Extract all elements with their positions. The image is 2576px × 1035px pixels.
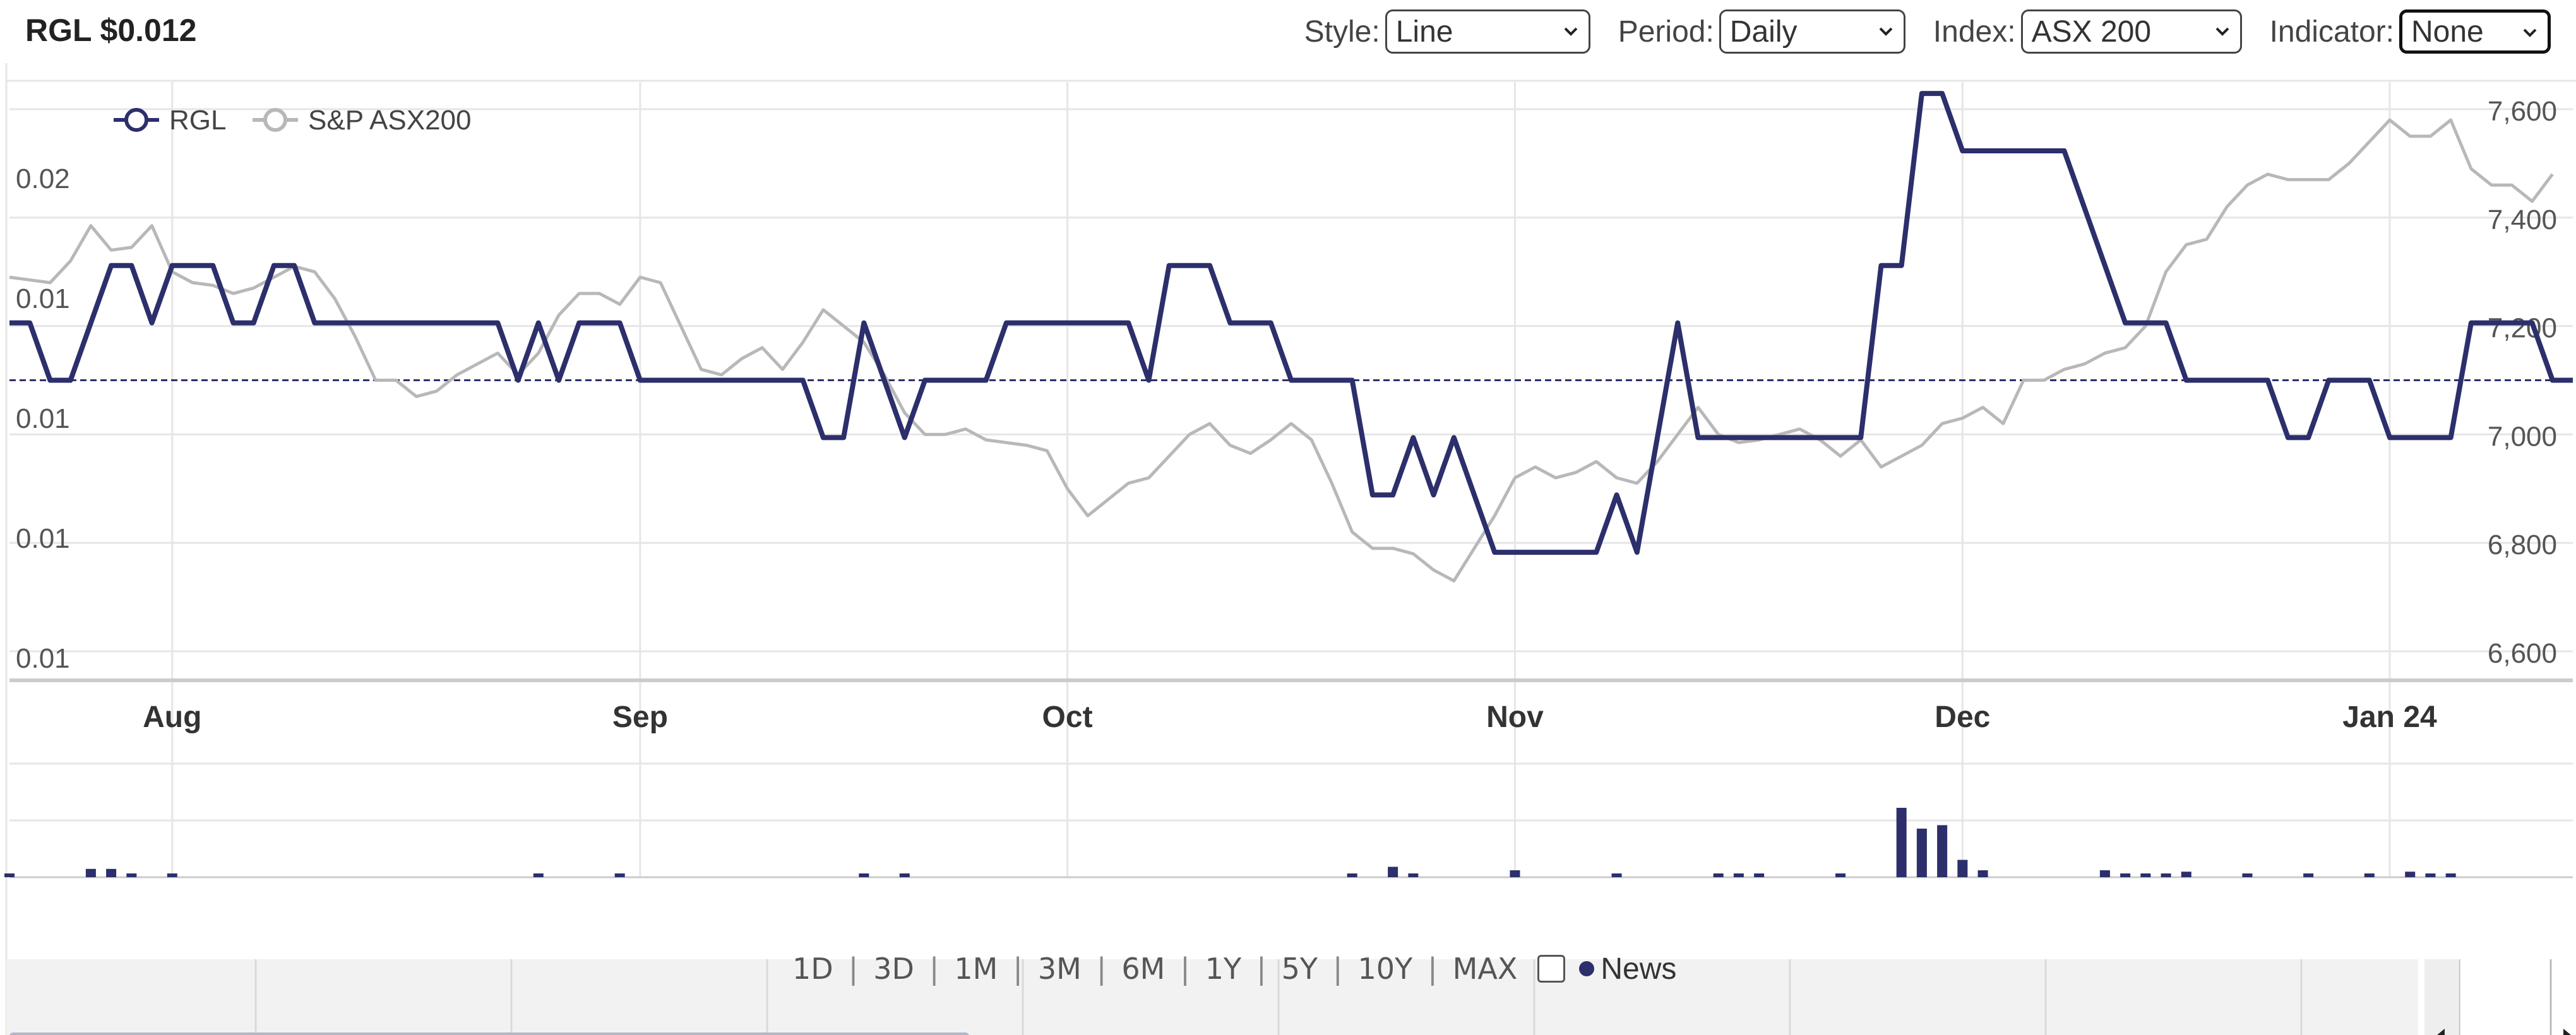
range-1d-button[interactable]: 1D <box>792 952 833 986</box>
x-axis-tick-label: Oct <box>1042 701 1093 734</box>
volume-bar <box>1510 870 1520 877</box>
volume-bar <box>2405 872 2416 877</box>
series-line-asx200 <box>9 118 2554 583</box>
arrow-left-icon <box>2437 1029 2445 1035</box>
range-1y-button[interactable]: 1Y <box>1205 952 1242 986</box>
legend-label: RGL <box>169 105 226 136</box>
volume-bar <box>1896 808 1907 877</box>
volume-bar <box>2425 873 2436 877</box>
volume-bar <box>2364 873 2375 877</box>
x-axis-tick-label: Nov <box>1486 701 1544 734</box>
chart-toolbar: RGL $0.012 Style: Line Period: Daily Ind… <box>0 0 2576 63</box>
indicator-value: None <box>2411 15 2484 49</box>
range-5y-button[interactable]: 5Y <box>1281 952 1318 986</box>
right-axis-tick-label: 7,600 <box>2488 96 2557 127</box>
range-6m-button[interactable]: 6M <box>1121 952 1166 986</box>
volume-bar <box>1754 873 1765 877</box>
legend-label: S&P ASX200 <box>308 105 472 136</box>
right-axis-tick-label: 7,000 <box>2488 421 2557 452</box>
volume-bar <box>533 873 544 877</box>
arrow-right-icon <box>2563 1029 2571 1035</box>
left-axis-tick-label: 0.01 <box>16 523 70 554</box>
volume-bar <box>1916 829 1927 877</box>
x-axis-tick-label: Sep <box>612 701 668 734</box>
chart-controls: Style: Line Period: Daily Index: ASX 200… <box>1277 6 2551 57</box>
range-3d-button[interactable]: 3D <box>873 952 914 986</box>
legend-marker-icon <box>263 108 287 132</box>
volume-bar <box>2099 870 2110 877</box>
ticker-price: RGL $0.012 <box>25 13 197 48</box>
indicator-select[interactable]: None <box>2399 9 2551 54</box>
volume-bar <box>2140 873 2151 877</box>
volume-bar <box>1977 870 1988 877</box>
volume-bar <box>899 873 910 877</box>
volume-bar <box>106 868 117 877</box>
period-control: Period: Daily <box>1618 9 1905 54</box>
range-1m-button[interactable]: 1M <box>954 952 998 986</box>
index-control: Index: ASX 200 <box>1933 9 2242 54</box>
navigator-background <box>6 959 2418 1035</box>
left-axis-tick-label: 0.01 <box>16 403 70 434</box>
right-axis-tick-label: 6,800 <box>2488 529 2557 560</box>
x-axis-tick-label: Aug <box>143 701 201 734</box>
series-line-rgl <box>9 91 2573 555</box>
volume-bar <box>2445 873 2456 877</box>
right-axis-tick-label: 7,200 <box>2488 313 2557 344</box>
range-10y-button[interactable]: 10Y <box>1357 952 1413 986</box>
indicator-control: Indicator: None <box>2270 9 2551 54</box>
volume-bar <box>126 873 137 877</box>
left-axis-tick-label: 0.01 <box>16 643 70 674</box>
x-axis-tick-label: Dec <box>1935 701 1990 734</box>
volume-bar <box>1835 873 1846 877</box>
indicator-label: Indicator: <box>2269 15 2394 49</box>
volume-bar <box>1713 873 1724 877</box>
x-axis-tick-label: Jan 24 <box>2342 701 2437 734</box>
legend-marker-icon <box>124 108 148 132</box>
range-max-button[interactable]: MAX <box>1452 952 1518 986</box>
news-dot-icon <box>1579 961 1595 976</box>
volume-bar <box>2161 873 2171 877</box>
volume-bar <box>1611 873 1622 877</box>
index-value: ASX 200 <box>2031 15 2152 49</box>
volume-bar <box>1733 873 1744 877</box>
left-axis-tick-label: 0.01 <box>16 283 70 314</box>
index-select[interactable]: ASX 200 <box>2020 9 2242 54</box>
volume-bar <box>85 868 96 877</box>
chevron-down-icon <box>2215 27 2229 36</box>
news-checkbox[interactable] <box>1537 955 1566 983</box>
style-select[interactable]: Line <box>1385 9 1590 54</box>
chevron-down-icon <box>1879 27 1893 36</box>
navigator-scrollbar-thumb <box>9 1032 969 1035</box>
period-label: Period: <box>1618 15 1714 49</box>
volume-bar <box>859 873 869 877</box>
chevron-down-icon <box>1564 27 1578 36</box>
volume-bar <box>1957 860 1968 877</box>
volume-bar <box>2120 873 2131 877</box>
style-label: Style: <box>1304 15 1380 49</box>
chevron-down-icon <box>2523 28 2537 37</box>
style-value: Line <box>1395 15 1453 49</box>
period-select[interactable]: Daily <box>1719 9 1905 54</box>
volume-bar <box>2181 872 2191 877</box>
volume-bar <box>2303 873 2314 877</box>
range-3m-button[interactable]: 3M <box>1037 952 1082 986</box>
volume-bar <box>1937 825 1948 877</box>
right-axis-tick-label: 7,400 <box>2488 204 2557 235</box>
style-control: Style: Line <box>1304 9 1590 54</box>
left-axis-tick-label: 0.02 <box>16 163 70 194</box>
volume-bar <box>1408 873 1419 877</box>
news-label: News <box>1601 952 1677 986</box>
volume-bar <box>167 873 177 877</box>
volume-bar <box>1388 866 1398 877</box>
volume-bar <box>614 873 625 877</box>
index-label: Index: <box>1933 15 2016 49</box>
volume-bar <box>1347 873 1357 877</box>
volume-bar <box>2242 873 2253 877</box>
period-value: Daily <box>1729 15 1798 49</box>
right-axis-tick-label: 6,600 <box>2488 638 2557 669</box>
navigator-left-handle <box>2424 959 2459 1035</box>
range-selector: 1D | 3D | 1M | 3M | 6M | 1Y | 5Y | 10Y | MAX New… <box>792 952 1677 986</box>
volume-bar <box>4 873 15 877</box>
